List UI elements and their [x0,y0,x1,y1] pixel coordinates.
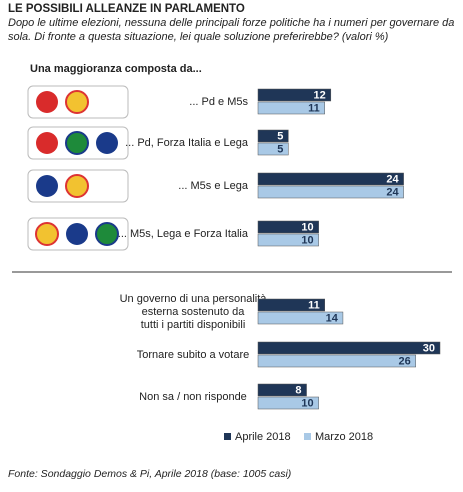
bar [257,383,307,397]
bar [257,142,289,156]
logo-pd [36,132,58,154]
value-label: 30 [423,342,435,354]
bar [257,341,441,355]
category-label: ... M5s e Lega [178,180,249,192]
category-label: ... Pd, Forza Italia e Lega [125,137,249,149]
logo-lega [36,175,58,197]
bar [257,220,319,234]
category-label: ... M5s, Lega e Forza Italia [118,228,249,240]
bar [257,129,289,143]
legend-label: Marzo 2018 [315,431,373,443]
value-label: 8 [295,384,301,396]
bar [257,233,319,247]
bar [257,311,344,325]
bar [257,185,404,199]
value-label: 10 [301,221,313,233]
bar [257,396,319,410]
legend-label: Aprile 2018 [235,431,291,443]
logo-m5s [35,222,59,246]
value-label: 24 [386,186,399,198]
value-label: 5 [277,143,283,155]
logo-m5s [65,90,89,114]
value-label: 24 [386,173,399,185]
bar [257,101,325,115]
source: Fonte: Sondaggio Demos & Pi, Aprile 2018… [8,468,291,480]
category-label: Non sa / non risponde [139,391,247,403]
category-label: ... Pd e M5s [189,96,248,108]
chart-title: LE POSSIBILI ALLEANZE IN PARLAMENTO [8,3,245,15]
logo-lega [66,223,88,245]
logo-m5s [65,174,89,198]
value-label: 12 [314,89,326,101]
bar [257,172,404,186]
bar [257,88,332,102]
category-label: Un governo di una personalità esterna sos… [120,293,268,331]
value-label: 10 [301,397,313,409]
legend-swatch [224,433,231,440]
value-label: 26 [398,355,410,367]
logo-lega [96,132,118,154]
legend-swatch [304,433,311,440]
group-label: Una maggioranza composta da... [30,63,202,75]
value-label: 5 [277,130,283,142]
logo-pd [36,91,58,113]
value-label: 11 [308,102,320,114]
bar [257,354,416,368]
value-label: 14 [326,312,339,324]
logo-fi [65,131,89,155]
subtitle: Dopo le ultime elezioni, nessuna delle p… [8,17,454,29]
value-label: 11 [308,299,320,311]
subtitle: sola. Di fronte a questa situazione, lei… [8,31,389,43]
party-logos [27,85,129,251]
logo-fi [95,222,119,246]
bar [257,298,325,312]
value-label: 10 [301,234,313,246]
category-label: Tornare subito a votare [137,349,250,361]
